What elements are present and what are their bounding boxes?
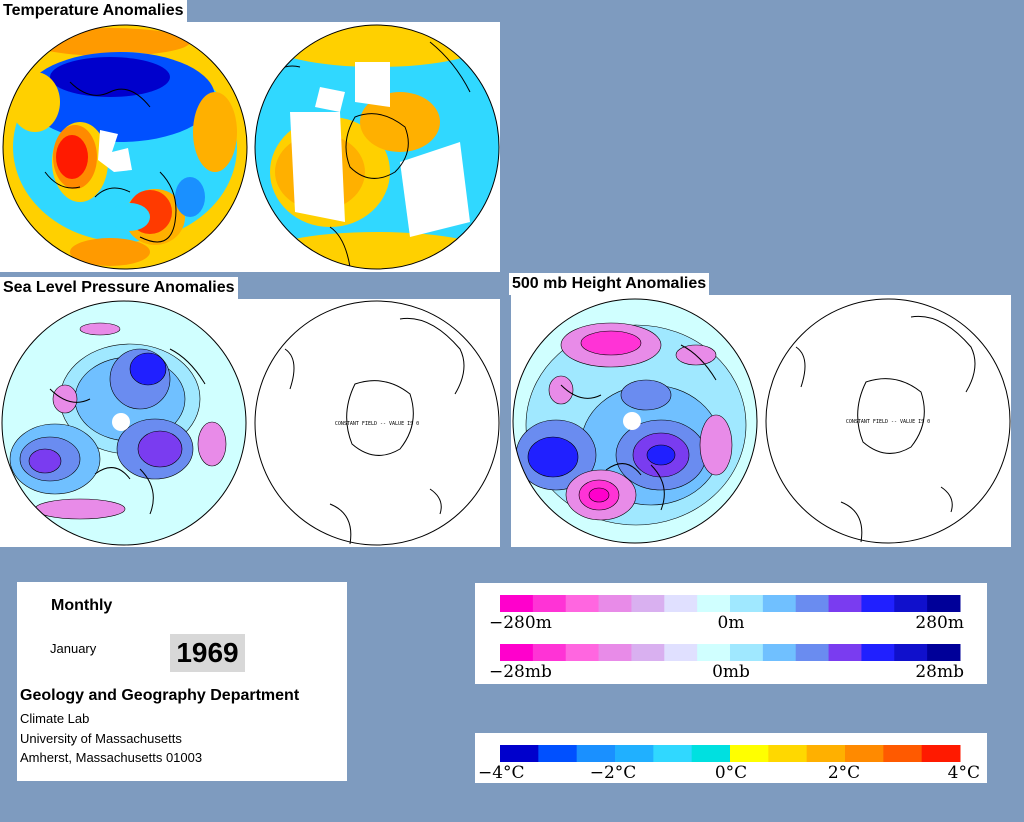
northern-hemisphere-height-map bbox=[513, 299, 757, 543]
slp-scale-mid-label: 0mb bbox=[712, 662, 750, 682]
anomaly-scale-box: −280m 0m 280m −28mb 0mb 28mb bbox=[475, 583, 987, 684]
temp-scale-segment-8 bbox=[806, 745, 846, 762]
height-scale-segment-8 bbox=[762, 595, 797, 612]
height-scale-mid-label: 0m bbox=[718, 613, 745, 633]
temp-scale-segment-3 bbox=[615, 745, 654, 762]
temp-scale-segment-2 bbox=[576, 745, 616, 762]
height-scale-segment-7 bbox=[730, 595, 764, 612]
temp-scale-segment-5 bbox=[691, 745, 731, 762]
temp-scale-segment-11 bbox=[921, 745, 961, 762]
temp-scale-segment-10 bbox=[883, 745, 923, 762]
height-scale-segment-4 bbox=[631, 595, 665, 612]
slp-constant-field-note: CONSTANT FIELD -- VALUE IS 0 bbox=[335, 421, 419, 427]
temperature-anomalies-title: Temperature Anomalies bbox=[0, 0, 187, 22]
slp-scale-min-label: −28mb bbox=[489, 662, 552, 682]
height-scale-min-label: −280m bbox=[489, 613, 552, 633]
temperature-maps bbox=[2, 24, 500, 270]
slp-scale-segment-9 bbox=[795, 644, 830, 661]
period-label: Monthly bbox=[51, 597, 113, 614]
height-scale-segment-0 bbox=[500, 595, 534, 612]
temp-scale-segment-0 bbox=[500, 745, 539, 762]
height-scale-segment-1 bbox=[532, 595, 567, 612]
height-scale-max-label: 280m bbox=[915, 613, 964, 633]
slp-scale-segment-11 bbox=[861, 644, 895, 661]
slp-anomalies-title: Sea Level Pressure Anomalies bbox=[0, 277, 238, 299]
slp-scale-segment-2 bbox=[565, 644, 600, 661]
height-scale-segment-6 bbox=[697, 595, 731, 612]
temp-scale-segment-1 bbox=[538, 745, 578, 762]
temp-scale-label-1: −4°C bbox=[478, 763, 525, 783]
height-scale-bar bbox=[500, 595, 961, 612]
height-scale-segment-11 bbox=[861, 595, 895, 612]
slp-map-panel: CONSTANT FIELD -- VALUE IS 0 bbox=[0, 299, 500, 547]
slp-scale-segment-0 bbox=[500, 644, 534, 661]
lab-label: Climate Lab bbox=[20, 711, 90, 726]
temperature-scale-box: −4°C −2°C 0°C 2°C 4°C bbox=[475, 733, 987, 783]
temp-scale-label-5: 4°C bbox=[948, 763, 980, 783]
slp-scale-segment-1 bbox=[532, 644, 567, 661]
height-scale-segment-12 bbox=[894, 595, 928, 612]
height-scale-segment-10 bbox=[828, 595, 862, 612]
height-slp-scales: −280m 0m 280m −28mb 0mb 28mb bbox=[489, 595, 964, 682]
southern-hemisphere-height-map: CONSTANT FIELD -- VALUE IS 0 bbox=[765, 298, 1011, 544]
height-scale-segment-9 bbox=[795, 595, 830, 612]
height-maps: CONSTANT FIELD -- VALUE IS 0 bbox=[512, 298, 1011, 544]
northern-hemisphere-slp-map bbox=[2, 301, 246, 545]
height-anomalies-title: 500 mb Height Anomalies bbox=[509, 273, 710, 295]
slp-scale-segment-6 bbox=[697, 644, 731, 661]
height-constant-field-note: CONSTANT FIELD -- VALUE IS 0 bbox=[846, 419, 930, 425]
temp-scale-segment-4 bbox=[653, 745, 693, 762]
temperature-scale-bar bbox=[500, 745, 961, 762]
temp-scale-label-3: 0°C bbox=[715, 763, 747, 783]
slp-scale-max-label: 28mb bbox=[915, 662, 964, 682]
month-label: January bbox=[50, 641, 97, 656]
university-label: University of Massachusetts bbox=[20, 731, 182, 746]
year-label: 1969 bbox=[170, 634, 245, 672]
temp-scale-segment-6 bbox=[730, 745, 769, 762]
slp-scale-segment-13 bbox=[927, 644, 961, 661]
slp-scale-segment-5 bbox=[664, 644, 698, 661]
slp-scale-bar bbox=[500, 644, 961, 661]
slp-scale-segment-4 bbox=[631, 644, 665, 661]
slp-scale-segment-12 bbox=[894, 644, 928, 661]
height-map-panel: CONSTANT FIELD -- VALUE IS 0 bbox=[511, 295, 1011, 547]
department-label: Geology and Geography Department bbox=[20, 687, 300, 704]
slp-scale-segment-10 bbox=[828, 644, 862, 661]
temp-scale-segment-7 bbox=[768, 745, 808, 762]
southern-hemisphere-slp-map: CONSTANT FIELD -- VALUE IS 0 bbox=[254, 300, 500, 546]
slp-scale-segment-8 bbox=[762, 644, 797, 661]
temperature-scale: −4°C −2°C 0°C 2°C 4°C bbox=[478, 745, 980, 783]
slp-scale-segment-3 bbox=[598, 644, 632, 661]
temp-scale-label-2: −2°C bbox=[590, 763, 637, 783]
height-scale-segment-2 bbox=[565, 595, 600, 612]
slp-maps: CONSTANT FIELD -- VALUE IS 0 bbox=[1, 300, 500, 546]
southern-hemisphere-temperature-map bbox=[255, 25, 499, 269]
height-scale-segment-13 bbox=[927, 595, 961, 612]
address-label: Amherst, Massachusetts 01003 bbox=[20, 750, 203, 765]
temp-scale-segment-9 bbox=[845, 745, 884, 762]
temperature-map-panel bbox=[0, 22, 500, 272]
info-box: Monthly January 1969 Geology and Geograp… bbox=[17, 582, 347, 781]
northern-hemisphere-temperature-map bbox=[3, 25, 247, 269]
slp-scale-segment-7 bbox=[730, 644, 764, 661]
height-scale-segment-5 bbox=[664, 595, 698, 612]
height-scale-segment-3 bbox=[598, 595, 632, 612]
temp-scale-label-4: 2°C bbox=[828, 763, 860, 783]
